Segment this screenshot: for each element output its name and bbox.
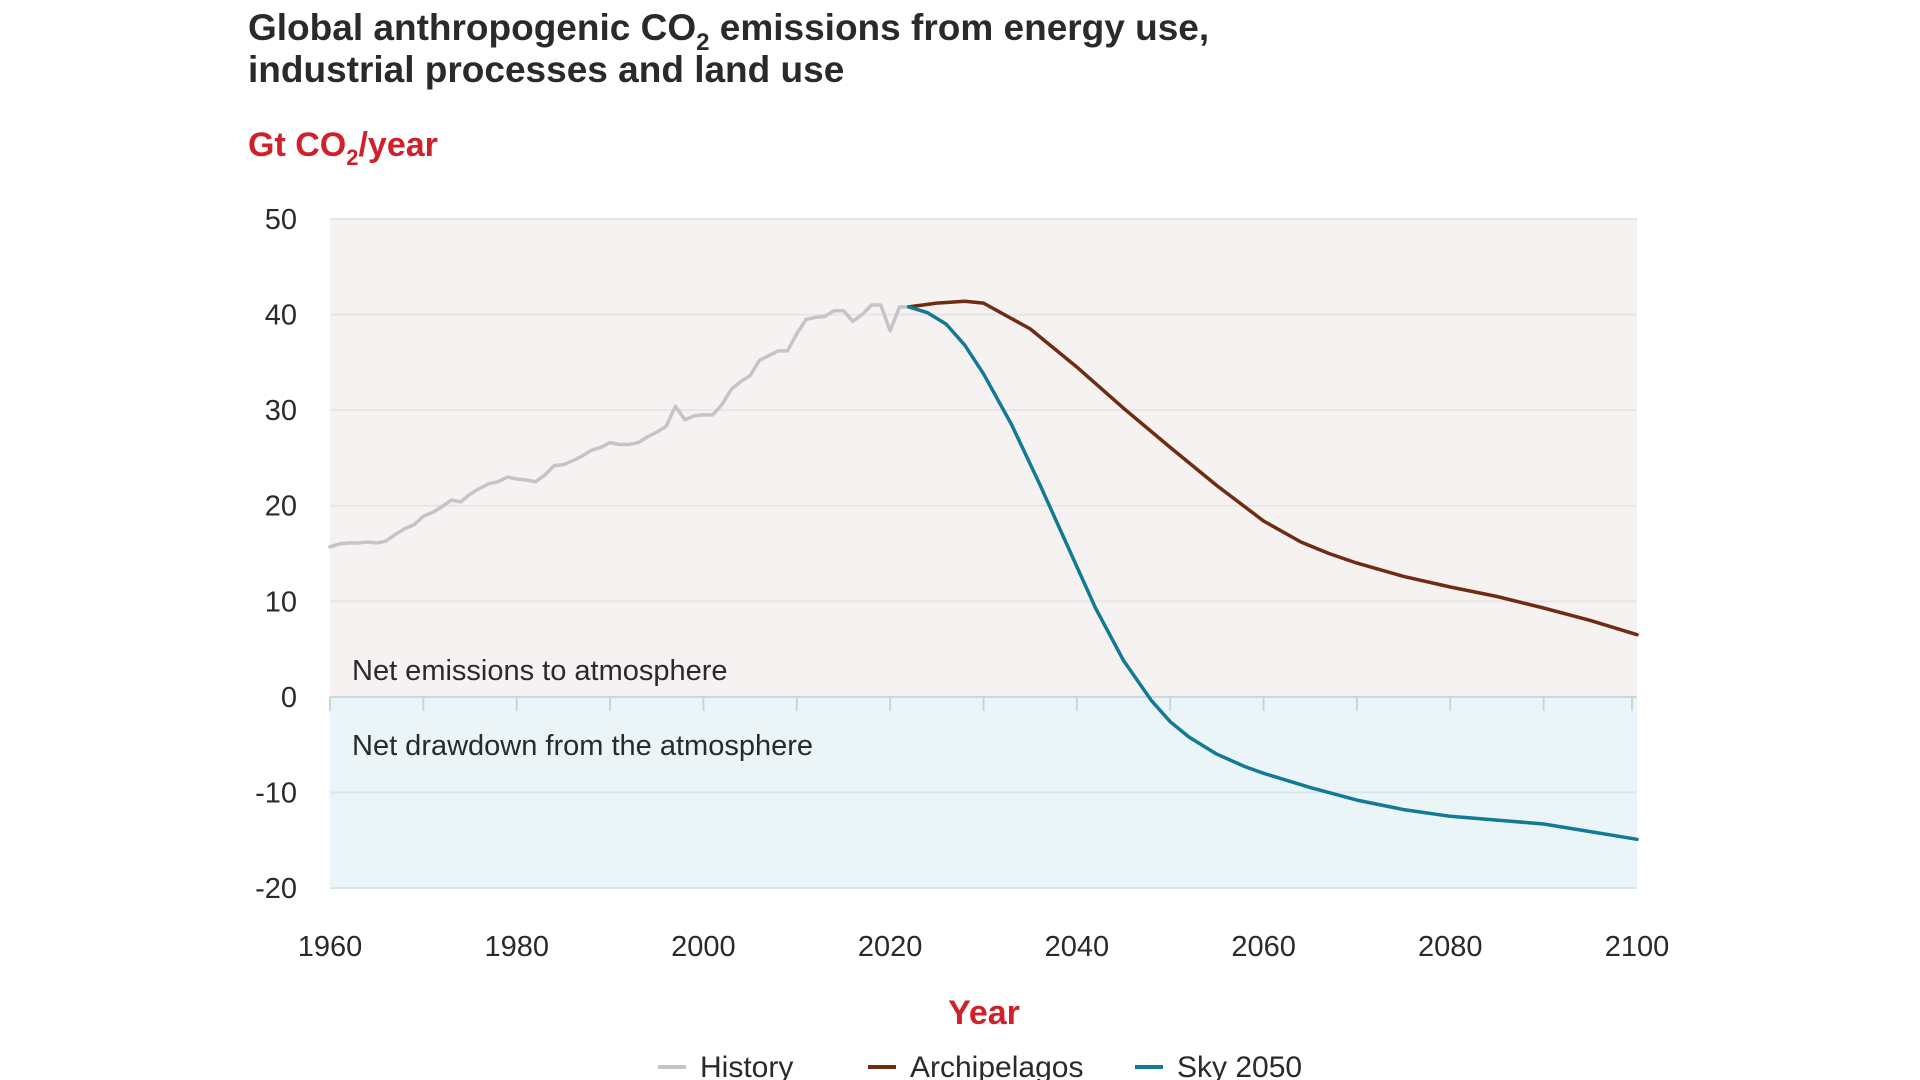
y-axis-unit-label: Gt CO2/year: [248, 126, 438, 170]
y-tick-label: 30: [265, 395, 297, 427]
series-line-history: [328, 303, 911, 549]
x-tick-label: 2000: [671, 931, 736, 963]
series-line-archipelagos: [907, 299, 1639, 637]
x-tick-label: 2060: [1231, 931, 1296, 963]
annotation-net-emissions: Net emissions to atmosphere: [352, 655, 728, 687]
y-tick-label: -10: [255, 777, 297, 809]
series-line-sky-2050: [907, 305, 1639, 842]
x-axis-label: Year: [948, 994, 1020, 1032]
x-tick-label: 2080: [1418, 931, 1483, 963]
annotation-net-drawdown: Net drawdown from the atmosphere: [352, 730, 813, 762]
y-tick-label: -20: [255, 873, 297, 905]
y-tick-label: 0: [281, 682, 297, 714]
y-tick-label: 50: [265, 204, 297, 236]
x-tick-label: 1960: [298, 931, 363, 963]
y-tick-label: 10: [265, 586, 297, 618]
legend: History Archipelagos Sky 2050: [658, 1051, 1302, 1080]
legend-label: History: [700, 1051, 793, 1080]
y-tick-label: 40: [265, 300, 297, 332]
x-tick-label: 1980: [484, 931, 549, 963]
legend-label: Archipelagos: [910, 1051, 1083, 1080]
x-tick-label: 2100: [1605, 931, 1670, 963]
legend-label: Sky 2050: [1177, 1051, 1302, 1080]
chart-title-line2: industrial processes and land use: [248, 49, 844, 90]
chart-title-line1: Global anthropogenic CO2 emissions from …: [248, 7, 1209, 56]
positive-region: [330, 219, 1637, 697]
x-tick-label: 2040: [1045, 931, 1110, 963]
y-tick-label: 20: [265, 491, 297, 523]
x-tick-label: 2020: [858, 931, 923, 963]
